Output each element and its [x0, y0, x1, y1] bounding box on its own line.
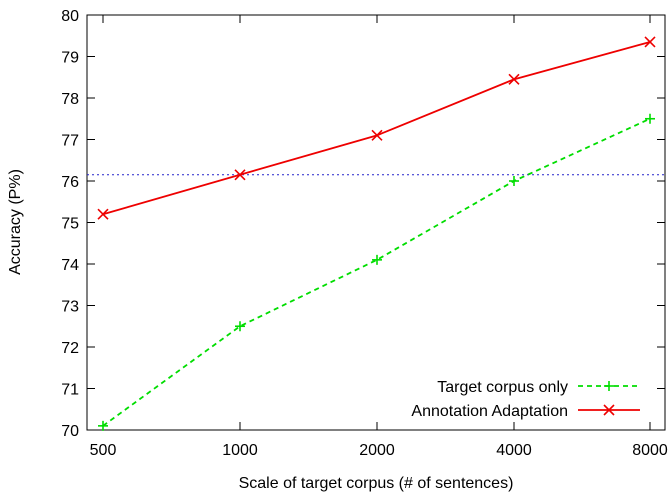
data-point	[508, 73, 520, 85]
legend-label: Annotation Adaptation	[411, 403, 568, 420]
legend-marker	[603, 404, 615, 416]
y-tick-label: 74	[61, 257, 79, 274]
x-tick-label: 4000	[496, 442, 532, 459]
x-tick-label: 8000	[632, 442, 668, 459]
legend-marker	[604, 381, 614, 391]
y-tick-label: 70	[61, 423, 79, 440]
y-tick-label: 73	[61, 299, 79, 316]
y-tick-label: 78	[61, 91, 79, 108]
data-point	[235, 321, 245, 332]
legend-label: Target corpus only	[437, 379, 568, 396]
y-axis-title: Accuracy (P%)	[7, 169, 24, 275]
series-layer	[97, 36, 656, 431]
y-tick-label: 75	[61, 216, 79, 233]
data-point	[97, 208, 109, 220]
y-tick-label: 72	[61, 340, 79, 357]
data-point	[371, 129, 383, 141]
x-tick-label: 2000	[359, 442, 395, 459]
x-axis-title: Scale of target corpus (# of sentences)	[239, 475, 514, 492]
plot-frame	[86, 14, 666, 431]
series-line-0	[102, 117, 651, 427]
x-tick-label: 500	[90, 442, 117, 459]
data-point	[98, 420, 108, 431]
y-tick-label: 77	[61, 133, 79, 150]
data-point	[234, 169, 246, 181]
data-point	[372, 254, 382, 265]
y-tick-label: 80	[61, 8, 79, 25]
data-point	[644, 36, 656, 48]
x-tick-label: 1000	[222, 442, 258, 459]
y-tick-label: 71	[61, 382, 79, 399]
legend: Target corpus only Annotation Adaptation	[411, 379, 640, 420]
y-tick-label: 76	[61, 174, 79, 191]
y-tick-label: 79	[61, 50, 79, 67]
data-point	[645, 113, 655, 124]
series-line-1	[102, 41, 651, 216]
data-point	[509, 176, 519, 186]
axis-ticks: 70 71 72 73 74 75 76 77 78 79 80 500 1000 2000 4000 800…	[61, 8, 668, 459]
